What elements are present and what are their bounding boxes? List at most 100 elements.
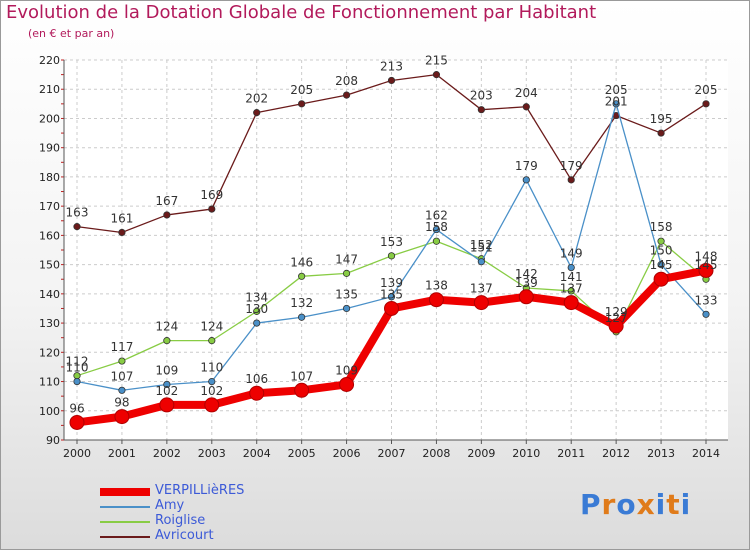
data-label-roiglise: 142 <box>515 267 538 281</box>
series-point-amy <box>612 100 620 108</box>
x-tick-label: 2004 <box>243 447 271 460</box>
series-point-avricourt <box>657 129 665 137</box>
data-label-amy: 205 <box>605 83 628 97</box>
data-label-verpilli-res: 96 <box>69 401 84 415</box>
series-point-roiglise <box>657 237 665 245</box>
series-point-avricourt <box>163 211 171 219</box>
series-point-amy <box>522 176 530 184</box>
data-label-avricourt: 163 <box>66 206 89 220</box>
data-label-amy: 149 <box>560 247 583 261</box>
data-label-avricourt: 205 <box>695 83 718 97</box>
y-tick-label: 210 <box>39 83 60 96</box>
y-tick-label: 170 <box>39 200 60 213</box>
legend-label: Roiglise <box>155 513 206 528</box>
y-tick-label: 220 <box>39 54 60 67</box>
series-point-verpilli-res <box>204 397 220 413</box>
series-point-verpilli-res <box>473 295 489 311</box>
series-point-amy <box>253 319 261 327</box>
series-point-roiglise <box>118 357 126 365</box>
series-point-amy <box>567 263 575 272</box>
data-label-verpilli-res: 137 <box>470 282 493 296</box>
series-point-verpilli-res <box>249 385 265 401</box>
logo-letter: i <box>655 488 667 521</box>
series-point-avricourt <box>253 109 261 117</box>
series-point-amy <box>702 310 710 318</box>
legend-swatch <box>100 488 150 496</box>
chart-title: Evolution de la Dotation Globale de Fonc… <box>6 2 597 23</box>
data-label-amy: 109 <box>155 363 178 377</box>
y-tick-label: 110 <box>39 376 60 389</box>
data-label-amy: 162 <box>425 209 448 223</box>
data-label-amy: 135 <box>335 287 358 301</box>
data-label-verpilli-res: 106 <box>245 372 268 386</box>
data-label-avricourt: 201 <box>605 95 628 109</box>
data-label-amy: 151 <box>470 241 493 255</box>
series-point-amy <box>298 313 306 321</box>
data-label-roiglise: 124 <box>200 320 223 334</box>
x-tick-label: 2007 <box>378 447 406 460</box>
data-label-amy: 107 <box>110 369 133 383</box>
data-label-verpilli-res: 107 <box>290 369 313 383</box>
series-point-verpilli-res <box>698 262 714 278</box>
series-point-avricourt <box>118 228 126 237</box>
data-label-verpilli-res: 102 <box>200 384 223 398</box>
data-label-roiglise: 141 <box>560 270 583 284</box>
data-label-avricourt: 205 <box>290 83 313 97</box>
x-tick-label: 2005 <box>288 447 316 460</box>
series-point-avricourt <box>702 100 710 108</box>
data-label-avricourt: 208 <box>335 74 358 88</box>
data-label-avricourt: 179 <box>560 159 583 173</box>
data-label-verpilli-res: 98 <box>114 396 129 410</box>
y-tick-label: 190 <box>39 142 60 155</box>
data-label-roiglise: 134 <box>245 290 268 304</box>
data-label-roiglise: 158 <box>425 220 448 234</box>
data-label-avricourt: 204 <box>515 86 538 100</box>
series-point-roiglise <box>208 337 216 345</box>
data-label-avricourt: 213 <box>380 59 403 73</box>
x-tick-label: 2001 <box>108 447 136 460</box>
y-tick-label: 140 <box>39 288 60 301</box>
data-label-amy: 139 <box>380 276 403 290</box>
series-point-amy <box>432 225 441 234</box>
data-label-roiglise: 112 <box>66 355 89 369</box>
series-point-avricourt <box>522 103 530 111</box>
logo-letter: r <box>601 488 617 521</box>
series-point-roiglise <box>298 272 306 280</box>
data-label-roiglise: 124 <box>155 320 178 334</box>
data-label-amy: 132 <box>290 296 313 310</box>
series-point-amy <box>342 304 351 313</box>
data-label-verpilli-res: 137 <box>560 282 583 296</box>
data-label-verpilli-res: 145 <box>650 258 673 272</box>
series-point-amy <box>73 377 81 386</box>
legend-swatch <box>100 536 150 538</box>
series-point-verpilli-res <box>114 409 130 425</box>
data-label-amy: 179 <box>515 159 538 173</box>
x-tick-label: 2003 <box>198 447 226 460</box>
x-tick-label: 2013 <box>647 447 675 460</box>
data-label-avricourt: 169 <box>200 188 223 202</box>
x-tick-label: 2010 <box>512 447 540 460</box>
logo-letter: i <box>680 488 692 521</box>
legend-label: Avricourt <box>155 528 214 543</box>
logo-letter: x <box>636 488 656 521</box>
legend-label: VERPILLièRES <box>155 483 245 498</box>
data-label-avricourt: 202 <box>245 92 268 106</box>
data-label-roiglise: 147 <box>335 252 358 266</box>
data-label-verpilli-res: 138 <box>425 279 448 293</box>
data-label-amy: 150 <box>650 244 673 258</box>
logo-letter: t <box>666 488 681 521</box>
y-tick-label: 100 <box>39 405 60 418</box>
series-point-verpilli-res <box>69 414 85 430</box>
legend-swatch <box>100 521 150 523</box>
data-label-amy: 130 <box>245 302 268 316</box>
series-point-avricourt <box>298 100 306 108</box>
data-label-roiglise: 153 <box>380 235 403 249</box>
series-point-verpilli-res <box>294 382 310 398</box>
data-label-avricourt: 167 <box>155 194 178 208</box>
series-point-avricourt <box>387 76 396 85</box>
y-tick-label: 180 <box>39 171 60 184</box>
data-label-roiglise: 146 <box>290 255 313 269</box>
x-tick-label: 2006 <box>333 447 361 460</box>
plot-area <box>64 60 728 440</box>
legend-label: Amy <box>155 498 185 513</box>
